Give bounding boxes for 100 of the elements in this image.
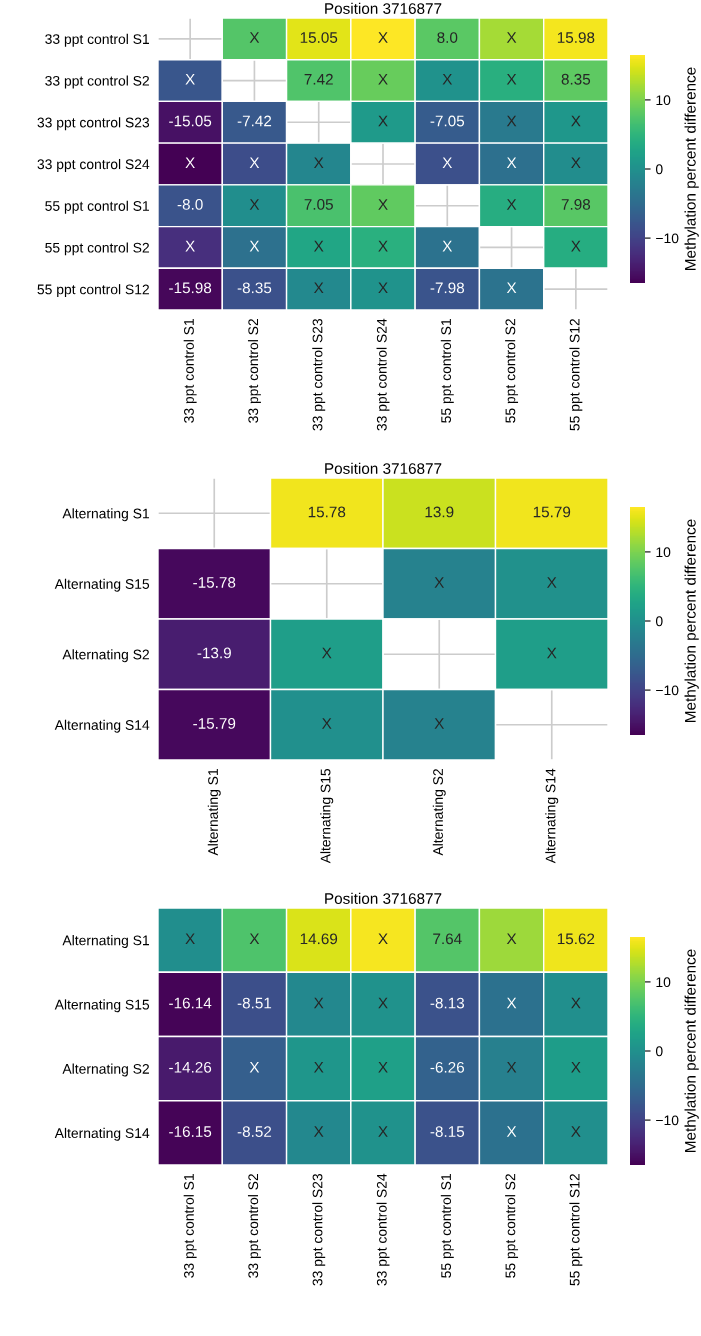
- x-tick-label: Alternating S14: [545, 768, 559, 864]
- data-label: -6.26: [430, 1061, 465, 1073]
- x-tick-label: 33 ppt control S2: [247, 319, 261, 423]
- x-tick-label: 33 ppt control S24: [376, 318, 390, 431]
- data-label: X: [571, 1062, 581, 1073]
- data-label: X: [378, 997, 388, 1009]
- data-label: X: [547, 647, 557, 659]
- data-label: X: [322, 718, 332, 729]
- data-label: X: [378, 1062, 388, 1073]
- data-label: 8.0: [437, 32, 458, 43]
- color-bar-title: Methylation percent difference: [684, 519, 699, 722]
- y-tick-label: 55 ppt control S1: [45, 200, 149, 214]
- data-label: X: [313, 1062, 324, 1073]
- data-label: -15.05: [169, 115, 212, 127]
- data-label: X: [378, 933, 388, 945]
- data-label: 8.35: [561, 73, 591, 85]
- y-tick-label: Alternating S15: [54, 999, 150, 1013]
- data-label: X: [442, 240, 453, 252]
- data-label: -8.35: [237, 282, 272, 294]
- data-label: X: [571, 997, 581, 1009]
- y-tick-label: 33 ppt control S1: [45, 33, 149, 47]
- data-label: -16.14: [169, 997, 212, 1009]
- x-tick-label: 55 ppt control S12: [569, 319, 583, 431]
- data-label: X: [249, 199, 260, 210]
- data-label: X: [434, 577, 445, 588]
- color-bar-label: 10: [656, 977, 671, 988]
- y-tick-label: Alternating S15: [54, 578, 150, 592]
- data-label: X: [506, 933, 517, 945]
- data-label: X: [249, 1062, 260, 1073]
- color-bar-label: −10: [656, 1115, 679, 1126]
- data-label: 15.78: [308, 506, 346, 518]
- data-label: X: [313, 282, 324, 294]
- color-bar-label: 0: [655, 164, 663, 175]
- x-tick-label: 55 ppt control S1: [440, 1174, 454, 1278]
- data-label: -7.42: [237, 115, 272, 127]
- y-tick-label: Alternating S1: [62, 508, 149, 522]
- data-label: X: [506, 32, 517, 43]
- data-label: X: [442, 157, 453, 168]
- data-label: 15.05: [300, 32, 338, 43]
- data-label: -15.79: [193, 718, 236, 729]
- y-tick-label: 33 ppt control S23: [37, 117, 150, 131]
- color-bar-label: −10: [656, 685, 679, 696]
- data-label: X: [378, 32, 388, 43]
- data-label: X: [249, 32, 260, 43]
- x-tick-label: 33 ppt control S23: [312, 1173, 326, 1286]
- data-label: -8.51: [237, 997, 272, 1009]
- data-label: -8.0: [177, 199, 203, 210]
- x-tick-label: 55 ppt control S1: [440, 319, 454, 423]
- data-label: X: [313, 240, 324, 252]
- x-tick-label: Alternating S15: [320, 768, 334, 864]
- data-label: X: [378, 115, 388, 127]
- data-label: X: [571, 157, 581, 168]
- data-label: X: [249, 157, 260, 168]
- y-tick-label: Alternating S1: [62, 935, 149, 949]
- data-label: X: [378, 240, 388, 252]
- color-bar-label: −10: [656, 233, 679, 244]
- data-label: -8.13: [430, 997, 465, 1009]
- color-bar-label: 10: [656, 547, 671, 558]
- data-label: -16.15: [169, 1126, 212, 1137]
- data-label: X: [547, 577, 557, 588]
- color-bar-title: Methylation percent difference: [684, 949, 699, 1152]
- data-label: X: [378, 1126, 388, 1137]
- data-label: X: [571, 1126, 581, 1137]
- data-label: 13.9: [425, 506, 454, 518]
- data-label: -7.05: [430, 115, 465, 127]
- x-tick-label: Alternating S2: [432, 769, 446, 856]
- data-label: X: [506, 157, 517, 168]
- data-label: X: [378, 74, 388, 85]
- data-label: X: [378, 199, 388, 210]
- data-label: -8.15: [430, 1126, 465, 1137]
- data-label: X: [185, 933, 195, 945]
- x-tick-label: 55 ppt control S2: [505, 1174, 519, 1278]
- color-bar-label: 10: [656, 95, 671, 106]
- x-tick-label: 33 ppt control S2: [247, 1174, 261, 1278]
- data-label: 15.98: [557, 32, 595, 43]
- data-label: 15.79: [533, 506, 571, 518]
- data-label: X: [434, 718, 445, 729]
- y-tick-label: 55 ppt control S12: [37, 284, 149, 298]
- data-label: X: [506, 115, 517, 127]
- y-tick-label: 55 ppt control S2: [45, 242, 149, 256]
- data-label: X: [313, 997, 324, 1009]
- data-label: X: [313, 157, 324, 168]
- x-tick-label: 33 ppt control S24: [376, 1173, 390, 1286]
- data-label: 7.05: [304, 199, 333, 210]
- x-tick-label: 55 ppt control S2: [505, 319, 519, 423]
- y-tick-label: Alternating S14: [54, 719, 150, 733]
- y-tick-label: 33 ppt control S2: [45, 75, 149, 89]
- data-label: -14.26: [169, 1061, 212, 1073]
- data-label: 7.42: [304, 73, 333, 85]
- data-label: X: [506, 282, 517, 294]
- data-label: X: [442, 74, 453, 85]
- data-label: 7.64: [433, 933, 462, 945]
- chart-title: Position 3716877: [325, 892, 442, 904]
- y-tick-label: Alternating S2: [62, 649, 149, 663]
- data-label: 14.69: [300, 933, 338, 945]
- chart-title: Position 3716877: [325, 462, 442, 474]
- data-label: X: [506, 1062, 517, 1073]
- data-label: X: [571, 240, 581, 252]
- data-label: X: [506, 1126, 517, 1137]
- y-tick-label: Alternating S2: [62, 1063, 149, 1077]
